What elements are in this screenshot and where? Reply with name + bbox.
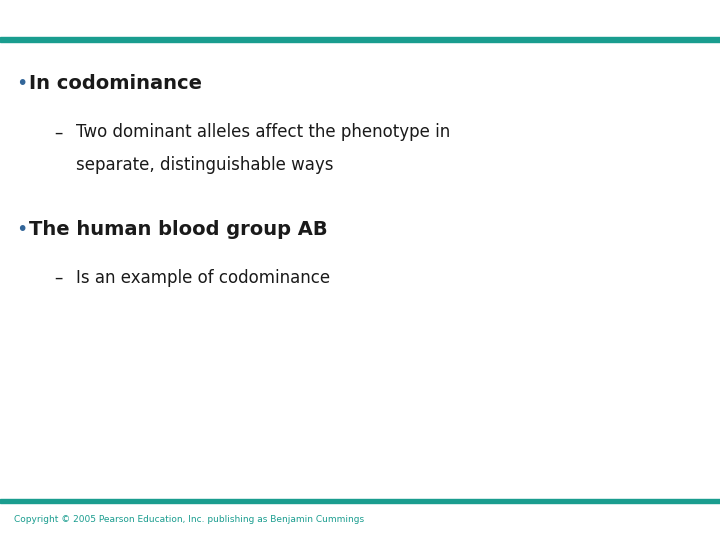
Text: In codominance: In codominance — [29, 74, 202, 93]
Bar — [0, 499, 720, 503]
Bar — [0, 37, 720, 42]
Text: •: • — [16, 220, 27, 239]
Text: –: – — [54, 123, 63, 141]
Text: separate, distinguishable ways: separate, distinguishable ways — [76, 156, 333, 174]
Text: •: • — [16, 74, 27, 93]
Text: Is an example of codominance: Is an example of codominance — [76, 269, 330, 287]
Text: The human blood group AB: The human blood group AB — [29, 220, 328, 239]
Text: Copyright © 2005 Pearson Education, Inc. publishing as Benjamin Cummings: Copyright © 2005 Pearson Education, Inc.… — [14, 515, 364, 524]
Text: Two dominant alleles affect the phenotype in: Two dominant alleles affect the phenotyp… — [76, 123, 450, 141]
Text: –: – — [54, 269, 63, 287]
